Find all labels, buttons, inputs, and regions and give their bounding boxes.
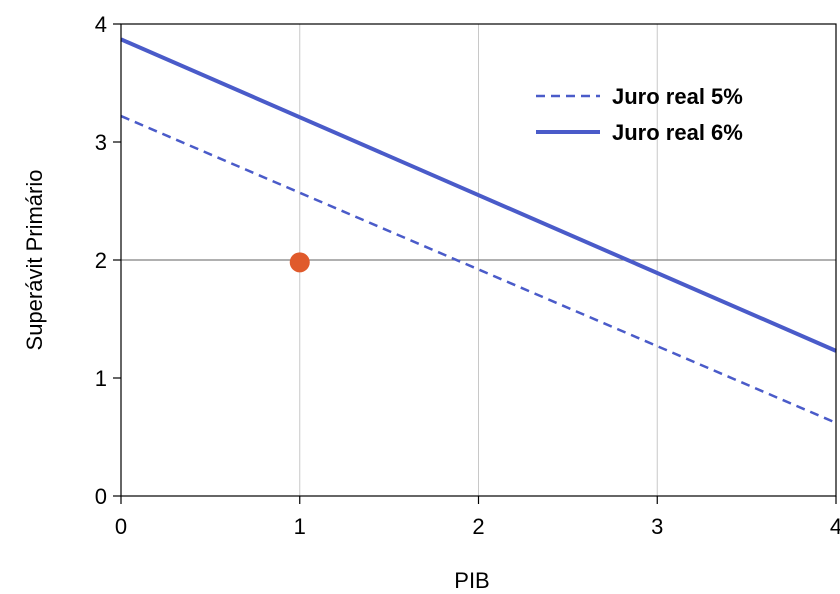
series-line-1 bbox=[120, 37, 837, 353]
tick-labels: 0 1 2 3 4 0 1 2 3 4 bbox=[95, 12, 840, 539]
legend: Juro real 5% Juro real 6% bbox=[536, 84, 743, 145]
x-tick-label: 1 bbox=[294, 514, 306, 539]
data-points bbox=[289, 252, 310, 273]
x-tick-label: 4 bbox=[830, 514, 840, 539]
axes bbox=[113, 23, 837, 504]
y-tick-label: 1 bbox=[95, 366, 107, 391]
series-line-0 bbox=[120, 114, 837, 424]
series-lines bbox=[120, 37, 837, 424]
y-tick-label: 0 bbox=[95, 484, 107, 509]
y-tick-label: 3 bbox=[95, 130, 107, 155]
x-axis-label: PIB bbox=[454, 568, 489, 593]
y-axis-label: Superávit Primário bbox=[22, 170, 47, 351]
x-tick-label: 2 bbox=[472, 514, 484, 539]
legend-label-juro-5: Juro real 5% bbox=[612, 84, 743, 109]
y-tick-label: 4 bbox=[95, 12, 107, 37]
data-point-0 bbox=[289, 252, 310, 273]
x-tick-label: 3 bbox=[651, 514, 663, 539]
legend-label-juro-6: Juro real 6% bbox=[612, 120, 743, 145]
y-tick-label: 2 bbox=[95, 248, 107, 273]
x-tick-label: 0 bbox=[115, 514, 127, 539]
